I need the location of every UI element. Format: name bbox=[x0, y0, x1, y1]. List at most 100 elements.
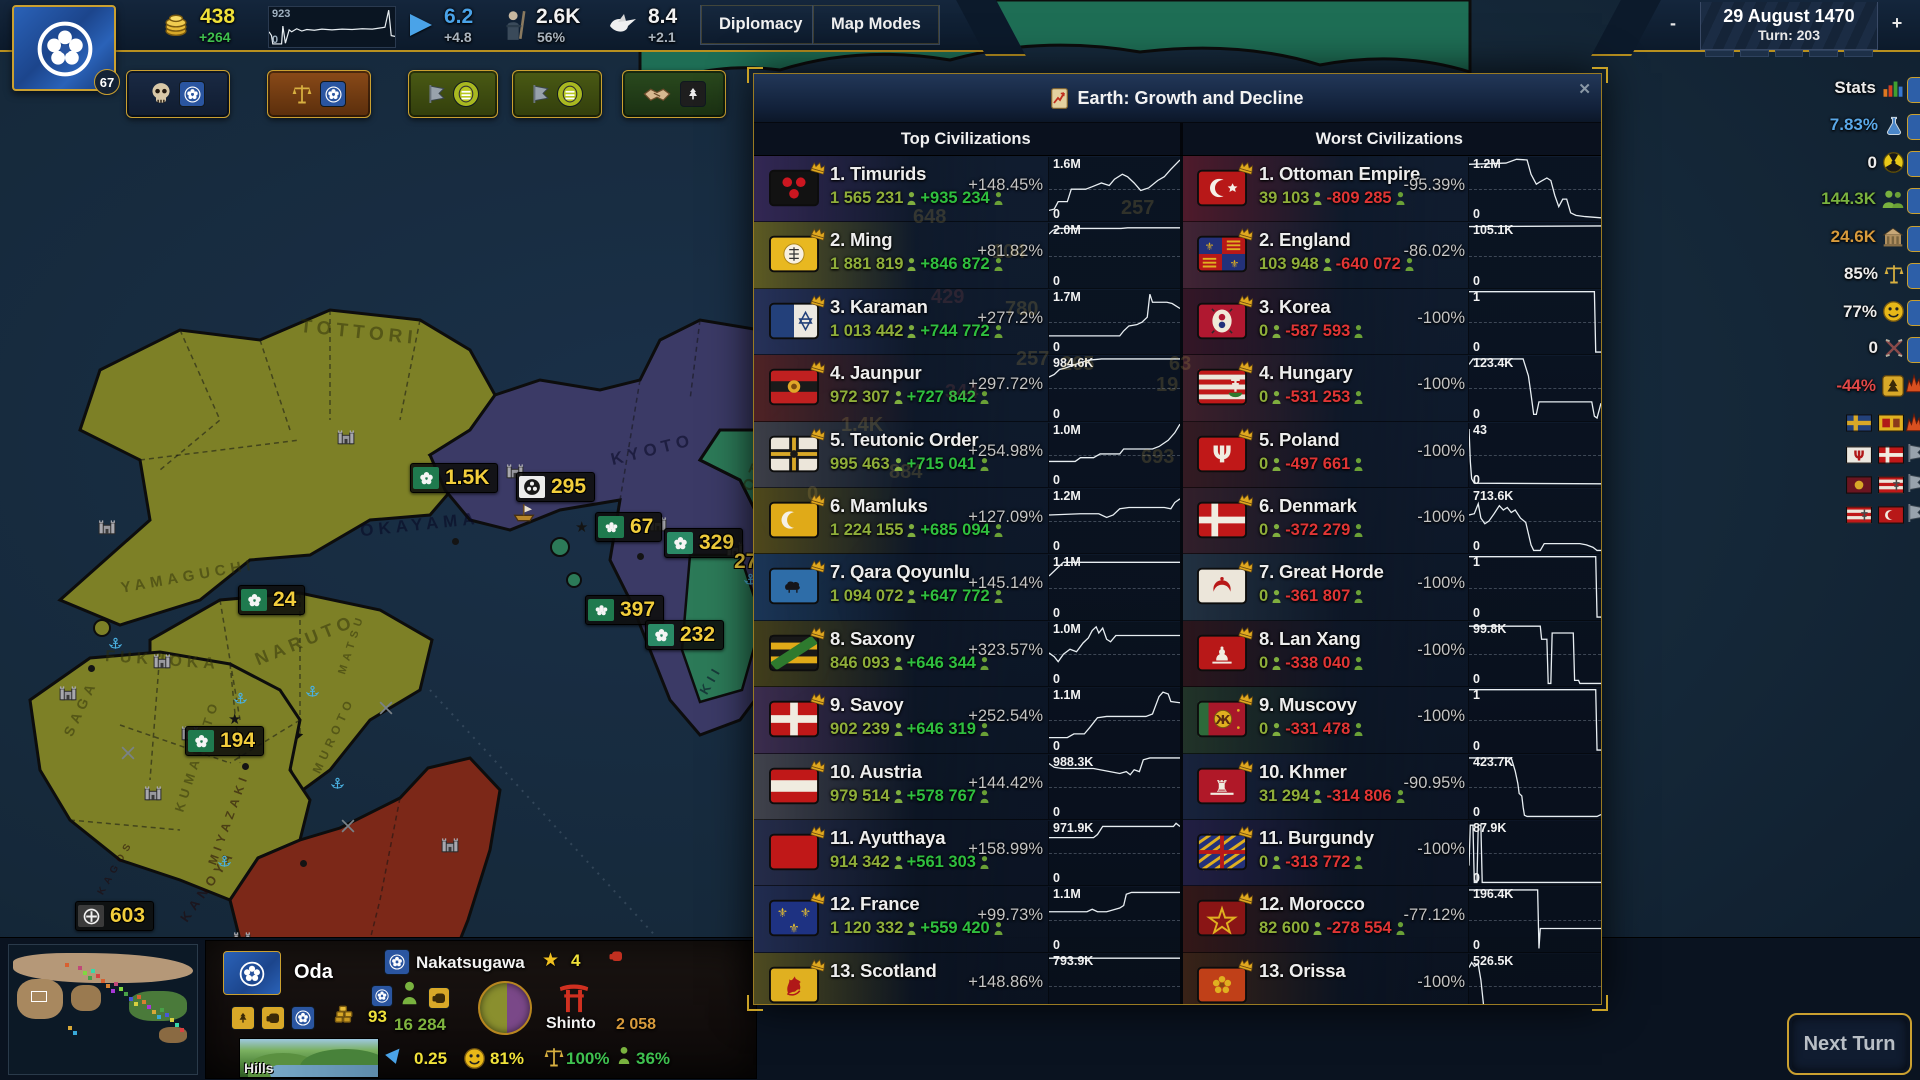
top-row-scotland[interactable]: 13. Scotland +148.86% 793.9K 0 bbox=[754, 952, 1180, 1004]
flag-ottoman bbox=[1197, 162, 1253, 207]
civ-rank-name: 12. Morocco bbox=[1259, 893, 1365, 915]
top-row-france[interactable]: ⚜ ⚜ ⚜ 12. France 1 120 332 +559 420 +99.73… bbox=[754, 886, 1180, 953]
top-row-mamluks[interactable]: 6. Mamluks 1 224 155 +685 094 +127.09% 1… bbox=[754, 488, 1180, 555]
battle-icon bbox=[1884, 338, 1904, 358]
sparkline-max: 1 bbox=[1473, 688, 1480, 703]
civ-population-sparkline: 1.1M 0 bbox=[1048, 555, 1180, 620]
casualties-button[interactable] bbox=[126, 70, 230, 118]
war-flag-button-1[interactable] bbox=[408, 70, 498, 118]
civ-population-sparkline: 988.3K 0 bbox=[1048, 754, 1180, 819]
stat-flag-button[interactable] bbox=[1907, 151, 1920, 177]
alliance-button[interactable] bbox=[622, 70, 726, 118]
worst-row-khmer[interactable]: ♜ 10. Khmer 31 294 -314 806 -90.95% 423.… bbox=[1183, 753, 1601, 820]
civ-percent-change: +252.54% bbox=[968, 707, 1043, 726]
svg-text:♟: ♟ bbox=[1213, 642, 1230, 665]
worst-civilizations-header: Worst Civilizations bbox=[1315, 129, 1463, 148]
sparkline-min: 0 bbox=[1053, 472, 1060, 487]
worst-row-korea[interactable]: 3. Korea 0 -587 593 -100% 1 0 bbox=[1183, 288, 1601, 356]
stat-flag-button[interactable] bbox=[1907, 226, 1920, 252]
worst-row-great-horde[interactable]: 7. Great Horde 0 -361 807 -100% 1 0 bbox=[1183, 554, 1601, 621]
worst-row-england[interactable]: ⚜ ⚜ 2. England 103 948 -640 072 -86.02% 1… bbox=[1183, 222, 1601, 289]
army-badge-194[interactable]: 194 bbox=[185, 726, 265, 756]
player-flag-oda[interactable]: 67 bbox=[12, 5, 120, 95]
top-row-timurids[interactable]: 1. Timurids 1 565 231 +935 234 +148.45% … bbox=[754, 156, 1180, 223]
stat-row-stats[interactable]: Stats bbox=[1834, 78, 1904, 98]
top-row-karaman[interactable]: 3. Karaman 1 013 442 +744 772 +277.2% 1.… bbox=[754, 288, 1180, 356]
worst-row-hungary[interactable]: 4. Hungary 0 -531 253 -100% 123.4K 0 bbox=[1183, 355, 1601, 422]
map-modes-button[interactable]: Map Modes bbox=[812, 5, 940, 45]
stat-row-flask[interactable]: 7.83% bbox=[1830, 115, 1904, 135]
worst-row-burgundy[interactable]: 11. Burgundy 0 -313 772 -100% 87.9K 0 bbox=[1183, 820, 1601, 887]
civ-population-sparkline: 99.8K 0 bbox=[1468, 621, 1601, 687]
next-turn-button[interactable]: Next Turn bbox=[1787, 1013, 1912, 1075]
army-badge-295[interactable]: 295 bbox=[516, 472, 596, 502]
worst-row-morocco[interactable]: 12. Morocco 82 600 -278 554 -77.12% 196.… bbox=[1183, 886, 1601, 953]
worst-row-muscovy[interactable]: Ж 9. Muscovy 0 -331 478 -100% 1 0 bbox=[1183, 687, 1601, 754]
top-row-austria[interactable]: 10. Austria 979 514 +578 767 +144.42% 98… bbox=[754, 753, 1180, 820]
province-panel: Oda 93 Hills Nakatsugawa 16 284 ★ 4 Shin… bbox=[205, 940, 757, 1079]
justice-button[interactable] bbox=[267, 70, 371, 118]
civ-population: 1 120 332 +559 420 bbox=[830, 919, 1007, 938]
civ-population-sparkline: 1.2M 0 bbox=[1048, 489, 1180, 554]
stat-flag-button[interactable] bbox=[1907, 77, 1920, 103]
top-row-jaunpur[interactable]: 4. Jaunpur 972 307 +727 842 +297.72% 984… bbox=[754, 355, 1180, 422]
top-row-ayutthaya[interactable]: 11. Ayutthaya 914 342 +561 303 +158.99% … bbox=[754, 820, 1180, 887]
civ-percent-change: +144.42% bbox=[968, 773, 1043, 792]
pact-scroll-icon bbox=[1906, 444, 1920, 462]
war-flag-button-2[interactable] bbox=[512, 70, 602, 118]
stat-flag-button[interactable] bbox=[1907, 188, 1920, 214]
army-badge-232[interactable]: 232 bbox=[645, 620, 725, 650]
top-row-saxony[interactable]: 8. Saxony 846 093 +646 344 +323.57% 1.0M… bbox=[754, 620, 1180, 688]
top-row-teutonic-order[interactable]: 5. Teutonic Order 995 463 +715 041 +254.… bbox=[754, 421, 1180, 488]
flag-korea bbox=[1197, 294, 1253, 340]
worst-row-lan-xang[interactable]: ♟ 8. Lan Xang 0 -338 040 -100% 99.8K 0 bbox=[1183, 620, 1601, 688]
stat-flag-button[interactable] bbox=[1907, 114, 1920, 140]
close-icon[interactable]: ✕ bbox=[1578, 81, 1591, 98]
stat-value: 0 bbox=[1867, 152, 1877, 172]
relation-row[interactable] bbox=[1846, 506, 1904, 524]
stat-row-radiation[interactable]: 0 bbox=[1868, 152, 1904, 173]
minimap-viewport[interactable] bbox=[31, 991, 47, 1002]
relation-row[interactable] bbox=[1846, 476, 1904, 494]
stat-flag-button[interactable] bbox=[1907, 300, 1920, 326]
worst-row-denmark[interactable]: 6. Denmark 0 -372 279 -100% 713.6K 0 bbox=[1183, 488, 1601, 555]
crown-icon bbox=[809, 491, 827, 508]
top-row-ming[interactable]: 2. Ming 1 881 819 +846 872 +81.82% 2.0M … bbox=[754, 222, 1180, 289]
flag-poland_white: Ψ bbox=[1846, 446, 1872, 464]
gold-history-graph[interactable]: 923 0 bbox=[268, 6, 396, 48]
stat-row-goods[interactable]: -44% bbox=[1836, 375, 1904, 397]
minimap[interactable] bbox=[8, 944, 198, 1075]
population-pie-chart[interactable] bbox=[478, 981, 532, 1035]
civ-percent-change: -90.95% bbox=[1403, 773, 1465, 792]
stat-row-battle[interactable]: 0 bbox=[1869, 338, 1904, 358]
growth-arrow-icon bbox=[385, 1044, 405, 1064]
worst-row-ottoman-empire[interactable]: 1. Ottoman Empire 39 103 -809 285 -95.39… bbox=[1183, 156, 1601, 223]
date-panel[interactable]: 29 August 1470 Turn: 203 bbox=[1700, 2, 1878, 50]
speed-plus-button[interactable]: + bbox=[1891, 12, 1903, 33]
relation-row[interactable] bbox=[1846, 414, 1904, 432]
stat-row-smiley[interactable]: 77% bbox=[1843, 301, 1904, 322]
army-badge-24[interactable]: 24 bbox=[238, 585, 306, 615]
sparkline-min: 0 bbox=[1473, 804, 1480, 819]
stat-row-building[interactable]: 24.6K bbox=[1831, 227, 1904, 247]
top-row-qara-qoyunlu[interactable]: 7. Qara Qoyunlu 1 094 072 +647 772 +145.… bbox=[754, 554, 1180, 621]
civ-rank-name: 1. Timurids bbox=[830, 163, 927, 184]
stat-row-scales[interactable]: 85% bbox=[1844, 264, 1904, 284]
speed-minus-button[interactable]: - bbox=[1670, 12, 1676, 33]
army-badge-1.5K[interactable]: 1.5K bbox=[410, 463, 499, 493]
worst-row-orissa[interactable]: 13. Orissa -100% 526.5K 0 bbox=[1183, 952, 1601, 1004]
stat-value: 85% bbox=[1843, 264, 1878, 283]
stat-flag-button[interactable] bbox=[1907, 263, 1920, 289]
stat-flag-button[interactable] bbox=[1907, 337, 1920, 363]
army-badge-603[interactable]: 603 bbox=[75, 901, 155, 931]
sparkline-max: 87.9K bbox=[1473, 821, 1507, 835]
top-civilizations-header: Top Civilizations bbox=[900, 129, 1031, 148]
top-row-savoy[interactable]: 9. Savoy 902 239 +646 319 +252.54% 1.1M … bbox=[754, 687, 1180, 754]
worst-row-poland[interactable]: Ψ 5. Poland 0 -497 661 -100% 43 0 bbox=[1183, 421, 1601, 488]
army-badge-397[interactable]: 397 bbox=[585, 595, 665, 625]
civ-population-sparkline: 1 0 bbox=[1468, 289, 1601, 355]
relation-row[interactable]: Ψ bbox=[1846, 446, 1904, 464]
stat-row-people[interactable]: 144.3K bbox=[1821, 189, 1904, 209]
army-badge-67[interactable]: 67 bbox=[595, 512, 663, 542]
civ-percent-change: +148.86% bbox=[968, 972, 1043, 991]
